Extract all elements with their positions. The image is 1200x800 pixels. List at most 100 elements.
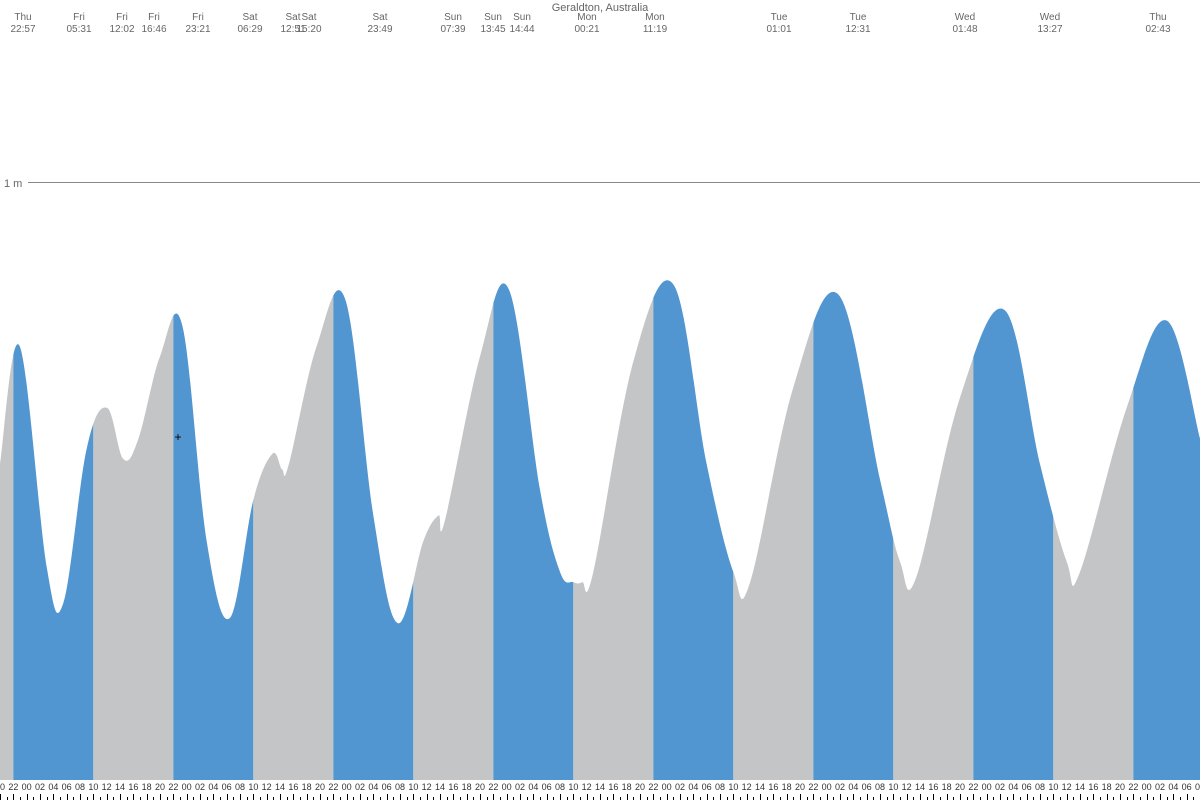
x-tick-label: 06: [382, 782, 392, 792]
x-tick-major: [880, 794, 881, 800]
x-tick-major: [387, 794, 388, 800]
x-tick-label: 22: [488, 782, 498, 792]
x-tick-major: [720, 794, 721, 800]
x-tick-label: 08: [1035, 782, 1045, 792]
x-tick-major: [293, 794, 294, 800]
x-tick-major: [440, 794, 441, 800]
x-tick-label: 04: [848, 782, 858, 792]
x-tick-major: [1120, 794, 1121, 800]
x-tick-label: 04: [688, 782, 698, 792]
x-tick-major: [587, 794, 588, 800]
x-tick-major: [840, 794, 841, 800]
cursor-crosshair: +: [174, 430, 181, 444]
x-tick-label: 02: [195, 782, 205, 792]
x-tick-label: 06: [222, 782, 232, 792]
x-tick-label: 20: [475, 782, 485, 792]
x-tick-major: [27, 794, 28, 800]
x-tick-major: [373, 794, 374, 800]
x-tick-major: [533, 794, 534, 800]
x-tick-label: 16: [768, 782, 778, 792]
x-tick-label: 14: [915, 782, 925, 792]
x-tick-label: 20: [955, 782, 965, 792]
x-tick-label: 08: [395, 782, 405, 792]
x-tick-label: 06: [62, 782, 72, 792]
x-tick-major: [853, 794, 854, 800]
x-tick-label: 14: [1075, 782, 1085, 792]
x-tick-major: [493, 794, 494, 800]
x-tick-major: [947, 794, 948, 800]
x-tick-label: 20: [635, 782, 645, 792]
x-tick-major: [280, 794, 281, 800]
x-tick-major: [867, 794, 868, 800]
x-tick-major: [1027, 794, 1028, 800]
x-tick-major: [1013, 794, 1014, 800]
x-tick-label: 06: [1182, 782, 1192, 792]
x-tick-label: 08: [75, 782, 85, 792]
x-tick-major: [800, 794, 801, 800]
x-tick-label: 22: [168, 782, 178, 792]
x-tick-major: [547, 794, 548, 800]
x-tick-major: [1040, 794, 1041, 800]
x-tick-label: 00: [662, 782, 672, 792]
x-tick-label: 00: [342, 782, 352, 792]
x-tick-label: 08: [715, 782, 725, 792]
x-tick-major: [600, 794, 601, 800]
x-tick-major: [973, 794, 974, 800]
x-tick-major: [400, 794, 401, 800]
x-tick-major: [227, 794, 228, 800]
x-tick-label: 02: [515, 782, 525, 792]
x-tick-label: 00: [1142, 782, 1152, 792]
x-tick-major: [13, 794, 14, 800]
x-tick-label: 14: [115, 782, 125, 792]
x-tick-major: [1053, 794, 1054, 800]
x-tick-major: [267, 794, 268, 800]
x-tick-label: 16: [928, 782, 938, 792]
x-tick-label: 02: [835, 782, 845, 792]
x-tick-label: 00: [822, 782, 832, 792]
x-tick-major: [1093, 794, 1094, 800]
x-tick-major: [1133, 794, 1134, 800]
x-axis: 2022000204060810121416182022000204060810…: [0, 780, 1200, 800]
x-tick-major: [360, 794, 361, 800]
x-tick-major: [200, 794, 201, 800]
x-tick-label: 12: [262, 782, 272, 792]
x-tick-major: [120, 794, 121, 800]
x-tick-major: [413, 794, 414, 800]
x-tick-label: 02: [675, 782, 685, 792]
x-tick-major: [1187, 794, 1188, 800]
x-tick-label: 04: [1168, 782, 1178, 792]
x-tick-major: [80, 794, 81, 800]
x-tick-major: [960, 794, 961, 800]
x-tick-label: 12: [742, 782, 752, 792]
x-tick-major: [560, 794, 561, 800]
x-tick-label: 12: [422, 782, 432, 792]
x-tick-major: [907, 794, 908, 800]
x-tick-label: 22: [968, 782, 978, 792]
x-tick-label: 20: [1115, 782, 1125, 792]
x-tick-label: 08: [875, 782, 885, 792]
x-tick-label: 14: [435, 782, 445, 792]
x-tick-major: [1160, 794, 1161, 800]
x-tick-major: [480, 794, 481, 800]
x-tick-label: 12: [902, 782, 912, 792]
x-tick-label: 10: [568, 782, 578, 792]
x-tick-label: 12: [102, 782, 112, 792]
x-tick-label: 04: [1008, 782, 1018, 792]
x-tick-label: 14: [595, 782, 605, 792]
x-tick-major: [760, 794, 761, 800]
x-tick-label: 22: [808, 782, 818, 792]
x-tick-major: [733, 794, 734, 800]
x-tick-label: 16: [608, 782, 618, 792]
tide-area-chart: [0, 0, 1200, 800]
x-tick-label: 20: [795, 782, 805, 792]
x-tick-major: [133, 794, 134, 800]
x-tick-label: 16: [1088, 782, 1098, 792]
x-tick-label: 20: [315, 782, 325, 792]
x-tick-label: 20: [155, 782, 165, 792]
x-tick-label: 18: [942, 782, 952, 792]
x-tick-label: 10: [888, 782, 898, 792]
x-tick-major: [67, 794, 68, 800]
x-tick-major: [1173, 794, 1174, 800]
x-tick-major: [333, 794, 334, 800]
x-tick-major: [813, 794, 814, 800]
